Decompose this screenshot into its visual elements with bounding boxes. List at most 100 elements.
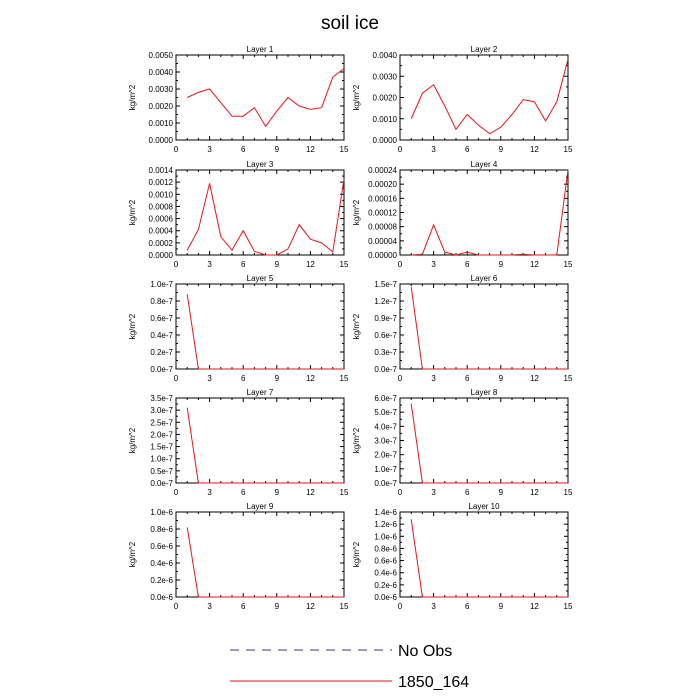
layer-9-xtick-label: 15 xyxy=(340,602,349,611)
layer-5-ytick-label: 0.2e-7 xyxy=(150,348,173,357)
layer-7-ytick-label: 1.5e-7 xyxy=(150,443,173,452)
layer-6-xtick-label: 3 xyxy=(431,374,436,383)
layer-6-ytick-label: 0.0e-7 xyxy=(374,365,397,374)
layer-1-xtick-label: 9 xyxy=(275,145,280,154)
layer-1-frame xyxy=(175,54,345,141)
layer-6-ytick-label: 0.9e-7 xyxy=(374,314,397,323)
layer-5-series-line xyxy=(186,294,344,370)
layer-8-ytick-label: 3.0e-7 xyxy=(374,437,397,446)
layer-3-xtick-label: 3 xyxy=(207,260,212,269)
layer-4-ytick-label: 0.00012 xyxy=(368,209,397,218)
layer-7-xtick-label: 3 xyxy=(207,488,212,497)
layer-8-title: Layer 8 xyxy=(471,388,498,397)
layer-2-title: Layer 2 xyxy=(471,45,498,54)
layer-7-ytick-label: 2.5e-7 xyxy=(150,418,173,427)
layer-10-ytick-label: 0.2e-6 xyxy=(374,581,397,590)
layer-9-ytick-label: 0.0e-6 xyxy=(150,593,173,602)
layer-1-xtick-label: 6 xyxy=(241,145,246,154)
layer-8-ytick-label: 2.0e-7 xyxy=(374,451,397,460)
layer-8-series-line xyxy=(410,403,568,484)
layer-9-frame xyxy=(175,511,345,598)
layer-4-series-line xyxy=(411,169,569,256)
legend: No Obs 1850_164 xyxy=(230,643,469,691)
layer-10-xtick-label: 9 xyxy=(499,602,504,611)
layer-3-panel: 0 3 6 9 12 15 0.0000 0.0002 0.0004 0.0006 0.0008 0.… xyxy=(128,160,349,269)
layer-4-ytick-label: 0.00016 xyxy=(368,194,397,203)
layer-8-xtick-label: 9 xyxy=(499,488,504,497)
layer-2-xtick-label: 6 xyxy=(465,145,470,154)
layer-7-ytick-label: 3.5e-7 xyxy=(150,394,173,403)
legend-label-1850-164: 1850_164 xyxy=(398,674,469,691)
layer-3-ytick-label: 0.0012 xyxy=(149,178,174,187)
layer-3-xtick-label: 0 xyxy=(174,260,179,269)
layer-10-ytick-label: 1.2e-6 xyxy=(374,520,397,529)
layer-2-ylabel: kg/m^2 xyxy=(352,84,361,110)
layer-1-ytick-label: 0.0020 xyxy=(149,102,174,111)
layer-4-ytick-label: 0.00024 xyxy=(368,166,397,175)
layer-10-xtick-label: 3 xyxy=(431,602,436,611)
layer-5-xtick-label: 15 xyxy=(340,374,349,383)
layer-7-ytick-label: 3.0e-7 xyxy=(150,406,173,415)
layer-1-xtick-label: 0 xyxy=(174,145,179,154)
layer-9-ytick-label: 0.4e-6 xyxy=(150,559,173,568)
layer-8-xtick-label: 0 xyxy=(398,488,403,497)
layer-8-ytick-label: 1.0e-7 xyxy=(374,465,397,474)
layer-2-ytick-label: 0.0000 xyxy=(373,136,398,145)
layer-1-ytick-label: 0.0000 xyxy=(149,136,174,145)
layer-8-xtick-label: 3 xyxy=(431,488,436,497)
layer-6-ylabel: kg/m^2 xyxy=(352,313,361,339)
layer-5-ylabel: kg/m^2 xyxy=(128,313,137,339)
layer-10-xtick-label: 6 xyxy=(465,602,470,611)
layer-10-ytick-label: 0.8e-6 xyxy=(374,544,397,553)
layer-9-panel: 0 3 6 9 12 15 0.0e-6 0.2e-6 0.4e-6 0.6e-6 0.8e-6 1.… xyxy=(128,502,349,611)
layer-2-series-line xyxy=(410,59,569,135)
layer-3-ytick-label: 0.0006 xyxy=(149,215,174,224)
layer-2-ytick-label: 0.0040 xyxy=(373,51,398,60)
layer-7-ytick-label: 1.0e-7 xyxy=(150,455,173,464)
layer-9-xtick-label: 6 xyxy=(241,602,246,611)
layer-1-ylabel: kg/m^2 xyxy=(128,84,137,110)
layer-4-ytick-label: 0.00000 xyxy=(368,251,397,260)
layer-3-ylabel: kg/m^2 xyxy=(128,199,137,225)
layer-9-xtick-label: 9 xyxy=(275,602,280,611)
layer-5-ytick-label: 0.4e-7 xyxy=(150,331,173,340)
layer-8-panel: 0 3 6 9 12 15 0.0e-7 1.0e-7 2.0e-7 3.0e-7 4.0e-7 5.… xyxy=(352,388,573,497)
layer-1-ytick-label: 0.0040 xyxy=(149,68,174,77)
layer-4-xtick-label: 12 xyxy=(530,260,539,269)
layer-9-xtick-label: 0 xyxy=(174,602,179,611)
layer-6-xtick-label: 6 xyxy=(465,374,470,383)
layer-5-ytick-label: 1.0e-7 xyxy=(150,280,173,289)
layer-9-title: Layer 9 xyxy=(247,502,274,511)
layer-4-panel: 0 3 6 9 12 15 0.00000 0.00004 0.00008 0.00012 0.00… xyxy=(352,160,573,269)
layer-6-series-line xyxy=(410,286,568,370)
layer-5-xtick-label: 3 xyxy=(207,374,212,383)
layer-3-title: Layer 3 xyxy=(247,160,274,169)
layer-2-xtick-label: 0 xyxy=(398,145,403,154)
layer-2-frame xyxy=(399,54,569,141)
layer-10-panel: 0 3 6 9 12 15 0.0e-6 0.2e-6 0.4e-6 0.6e-6 0.8e-6 1.… xyxy=(352,502,573,611)
layer-7-ytick-label: 2.0e-7 xyxy=(150,430,173,439)
layer-9-xtick-label: 12 xyxy=(306,602,315,611)
layer-1-xtick-label: 3 xyxy=(207,145,212,154)
layer-3-ytick-label: 0.0010 xyxy=(149,190,174,199)
layer-8-xtick-label: 15 xyxy=(564,488,573,497)
layer-6-ytick-label: 0.3e-7 xyxy=(374,348,397,357)
layer-4-ytick-label: 0.00020 xyxy=(368,180,397,189)
layer-6-ytick-label: 1.2e-7 xyxy=(374,297,397,306)
layer-1-ytick-label: 0.0050 xyxy=(149,51,174,60)
layer-2-xtick-label: 9 xyxy=(499,145,504,154)
layer-5-panel: 0 3 6 9 12 15 0.0e-7 0.2e-7 0.4e-7 0.6e-7 0.8e-7 1.… xyxy=(128,274,349,383)
layer-5-xtick-label: 6 xyxy=(241,374,246,383)
layer-8-xtick-label: 12 xyxy=(530,488,539,497)
layer-1-xtick-label: 15 xyxy=(340,145,349,154)
figure-title: soil ice xyxy=(321,13,379,34)
layer-6-xtick-label: 15 xyxy=(564,374,573,383)
layer-10-ytick-label: 1.4e-6 xyxy=(374,508,397,517)
layer-6-title: Layer 6 xyxy=(471,274,498,283)
layer-4-title: Layer 4 xyxy=(471,160,498,169)
layer-7-xtick-label: 15 xyxy=(340,488,349,497)
layer-10-series-line xyxy=(410,519,568,598)
layer-1-ytick-label: 0.0030 xyxy=(149,85,174,94)
layer-4-xtick-label: 3 xyxy=(431,260,436,269)
